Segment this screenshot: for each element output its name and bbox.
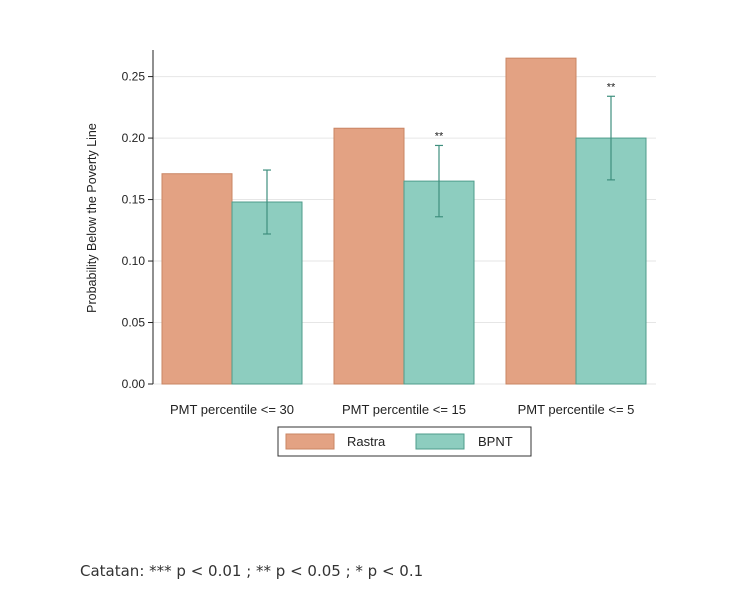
y-tick-label: 0.05 xyxy=(122,316,146,330)
labels: 0.00 0.05 0.10 0.15 0.20 0.25 Probability Belo… xyxy=(85,70,634,417)
legend-swatch-rastra xyxy=(285,433,335,450)
significance-label: ** xyxy=(435,130,444,142)
bar-rastra xyxy=(333,127,405,385)
bar-rastra xyxy=(505,57,577,385)
y-tick-label: 0.15 xyxy=(122,193,146,207)
x-category-label: PMT percentile <= 30 xyxy=(170,402,294,417)
legend-label-bpnt: BPNT xyxy=(478,434,513,449)
bar-rastra xyxy=(161,173,233,385)
x-category-label: PMT percentile <= 15 xyxy=(342,402,466,417)
significance-label: ** xyxy=(607,81,616,93)
footnote: Catatan: *** p < 0.01 ; ** p < 0.05 ; * … xyxy=(80,562,424,580)
legend: Rastra BPNT xyxy=(277,426,532,457)
y-axis xyxy=(148,50,154,385)
y-tick-label: 0.00 xyxy=(122,377,146,391)
x-category-label: PMT percentile <= 5 xyxy=(518,402,635,417)
legend-label-rastra: Rastra xyxy=(347,434,386,449)
legend-swatch-bpnt xyxy=(415,433,465,450)
bars xyxy=(161,57,647,385)
y-axis-title: Probability Below the Poverty Line xyxy=(85,123,99,313)
y-tick-label: 0.25 xyxy=(122,70,146,84)
y-tick-label: 0.10 xyxy=(122,254,146,268)
y-tick-label: 0.20 xyxy=(122,131,146,145)
error-bars xyxy=(263,95,615,235)
